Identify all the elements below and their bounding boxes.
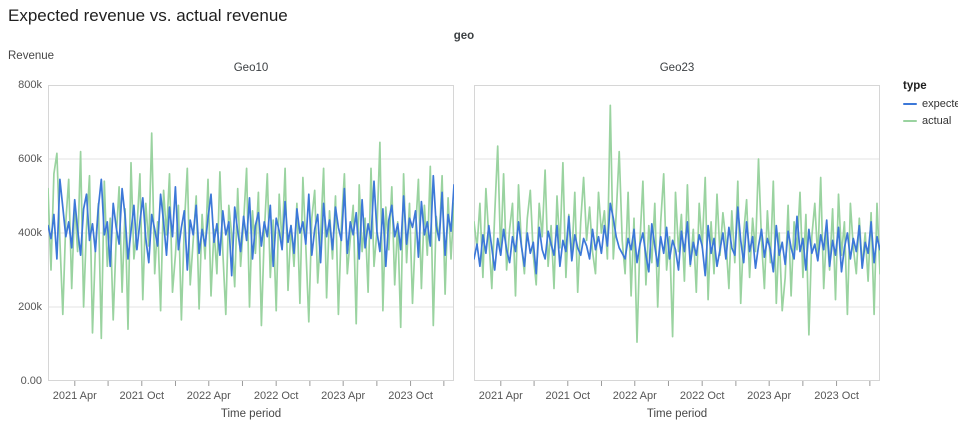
series-line-actual xyxy=(474,104,880,343)
legend-line-swatch-expected xyxy=(903,103,917,105)
y-tick-label: 600k xyxy=(18,153,42,165)
x-axis-title: Time period xyxy=(646,408,708,420)
legend-title: type xyxy=(903,80,927,92)
y-tick-label: 400k xyxy=(18,227,42,239)
chart-title: Expected revenue vs. actual revenue xyxy=(8,6,288,25)
x-tick-label: 2023 Apr xyxy=(747,390,791,402)
y-tick-label: 0.00 xyxy=(20,375,42,387)
legend-label: expected xyxy=(922,98,958,110)
x-tick-label: 2022 Apr xyxy=(187,390,231,402)
legend: type expected actual xyxy=(903,80,958,132)
plot-border xyxy=(48,85,454,381)
x-tick-label: 2021 Apr xyxy=(479,390,523,402)
x-tick-label: 2021 Oct xyxy=(545,390,590,402)
x-tick-label: 2021 Oct xyxy=(119,390,164,402)
legend-item-actual: actual xyxy=(903,115,958,127)
facet-panel-geo10: Geo10 2021 Apr 2021 Oct 2022 Apr 2022 Oct 20… xyxy=(48,60,454,420)
x-tick-label: 2022 Oct xyxy=(680,390,725,402)
series-line-expected xyxy=(48,174,454,277)
y-tick-label: 200k xyxy=(18,301,42,313)
legend-label: actual xyxy=(922,115,952,127)
series-line-expected xyxy=(474,202,880,277)
x-tick-label: 2023 Apr xyxy=(321,390,365,402)
line-plot-geo23: 2021 Apr 2021 Oct 2022 Apr 2022 Oct 2023 Apr… xyxy=(474,85,880,402)
facet-panel-geo23: Geo23 2021 Apr 2021 Oct 2022 Apr 2022 Oct 20… xyxy=(474,60,880,420)
legend-item-expected: expected xyxy=(903,98,958,110)
x-axis-title: Time period xyxy=(220,408,282,420)
facet-panel-title: Geo10 xyxy=(233,62,269,74)
y-tick-label: 800k xyxy=(18,79,42,91)
series-line-actual xyxy=(48,132,454,340)
x-tick-label: 2023 Oct xyxy=(388,390,433,402)
y-axis-title: Revenue xyxy=(8,50,55,62)
facet-panel-title: Geo23 xyxy=(659,62,695,74)
x-tick-label: 2022 Apr xyxy=(613,390,657,402)
line-plot-geo10: 2021 Apr 2021 Oct 2022 Apr 2022 Oct 2023 Apr… xyxy=(48,85,454,402)
x-tick-label: 2023 Oct xyxy=(814,390,859,402)
x-tick-label: 2022 Oct xyxy=(254,390,299,402)
y-axis-tick-labels: 0.00 200k 400k 600k 800k xyxy=(0,79,42,387)
legend-line-swatch-actual xyxy=(903,120,917,122)
x-tick-label: 2021 Apr xyxy=(53,390,97,402)
facet-field-header: geo xyxy=(453,30,475,42)
